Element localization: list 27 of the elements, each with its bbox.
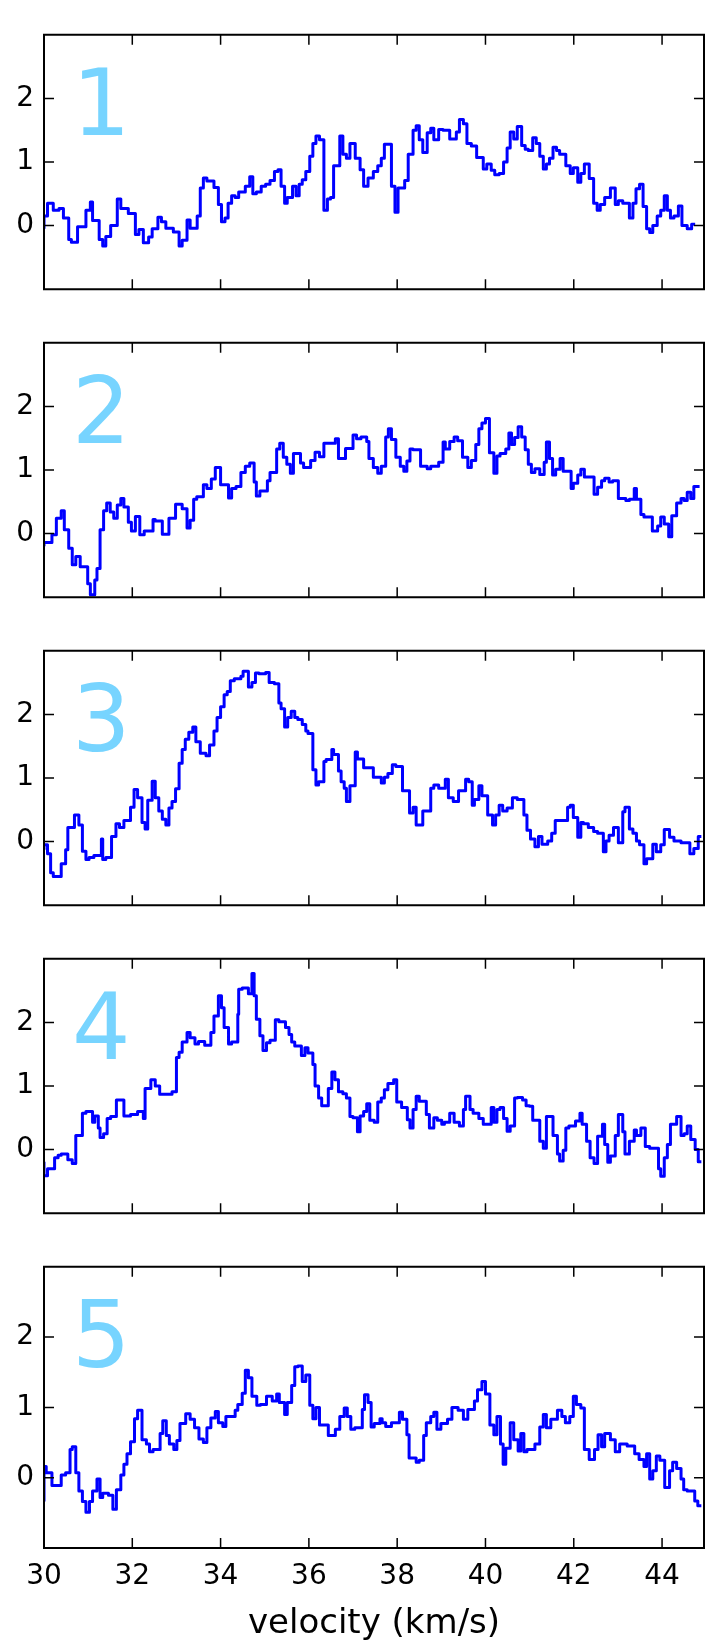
- y-tick-label: 0: [16, 1130, 34, 1164]
- x-tick-label: 30: [26, 1558, 62, 1592]
- x-tick-label: 42: [555, 1558, 592, 1592]
- x-tick-label: 44: [644, 1558, 680, 1592]
- y-tick-label: 2: [16, 387, 34, 421]
- y-tick-label: 1: [16, 143, 34, 177]
- y-tick-label: 0: [16, 514, 34, 548]
- x-tick-label: 40: [467, 1558, 504, 1592]
- y-tick-label: 0: [16, 1458, 34, 1492]
- annotation: 4: [72, 973, 131, 1081]
- y-tick-label: 1: [16, 759, 34, 793]
- y-tick-label: 2: [16, 695, 34, 729]
- x-axis-title: velocity (km/s): [247, 1601, 501, 1642]
- y-tick-label: 2: [16, 1318, 34, 1352]
- y-tick-label: 2: [16, 1003, 34, 1037]
- y-tick-label: 0: [16, 206, 34, 240]
- x-tick-label: 36: [291, 1558, 327, 1592]
- y-tick-label: 2: [16, 79, 34, 113]
- y-tick-label: 0: [16, 822, 34, 856]
- annotation: 5: [72, 1281, 131, 1389]
- y-tick-label: 1: [16, 1388, 34, 1422]
- annotation: 3: [72, 665, 131, 773]
- x-tick-label: 34: [202, 1558, 239, 1592]
- x-tick-label: 38: [379, 1558, 415, 1592]
- y-tick-label: 1: [16, 1067, 34, 1101]
- y-tick-label: 1: [16, 451, 34, 485]
- x-tick-label: 32: [114, 1558, 151, 1592]
